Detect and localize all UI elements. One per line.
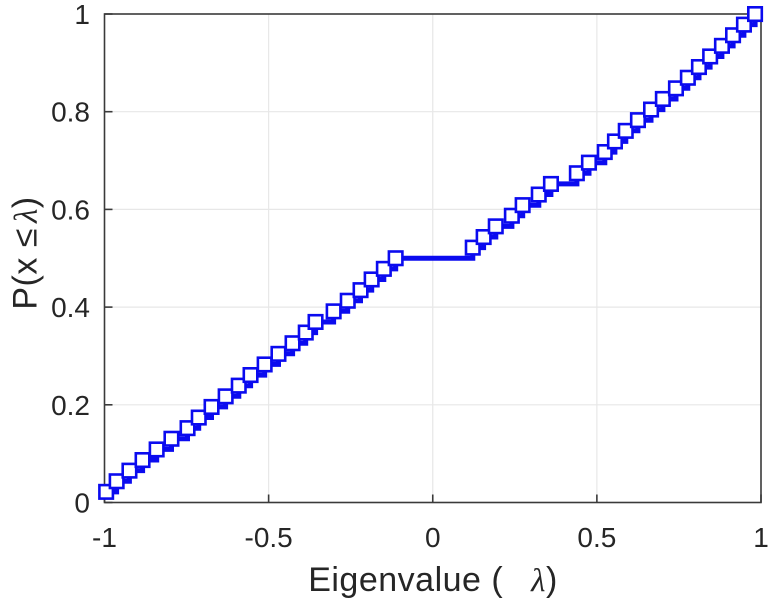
- x-tick-label: -0.5: [245, 522, 293, 553]
- data-point-marker: [163, 430, 180, 447]
- data-point-marker: [363, 271, 380, 288]
- y-axis-label-close: ): [6, 196, 45, 209]
- data-point-marker: [148, 441, 165, 458]
- data-point-marker: [580, 154, 598, 171]
- axis-ticks: [103, 13, 762, 504]
- x-tick-label: 0: [425, 522, 441, 553]
- data-point-marker: [121, 462, 138, 479]
- y-tick-label: 1: [74, 0, 90, 30]
- y-tick-label: 0.2: [51, 390, 90, 421]
- lambda-symbol: λ: [531, 563, 546, 599]
- x-axis-label: Eigenvalue ( λ): [308, 561, 558, 600]
- data-point-marker: [629, 112, 647, 129]
- x-tick-label: 1: [753, 522, 768, 553]
- data-point-marker: [375, 260, 392, 277]
- data-point-marker: [190, 409, 207, 426]
- data-point-marker: [617, 122, 634, 139]
- data-point-marker: [339, 292, 356, 309]
- x-tick-label: 0.5: [577, 522, 616, 553]
- y-axis-label-text: P(x ≤: [6, 228, 45, 310]
- data-point-marker: [542, 175, 560, 192]
- data-point-marker: [387, 250, 404, 267]
- tick-labels: -1 -0.5 0 0.5 1 0 0.2 0.4 0.6 0.8 1: [51, 0, 768, 553]
- data-point-marker: [530, 186, 547, 203]
- y-axis-label: P(x ≤ λ): [7, 196, 46, 309]
- data-point-marker: [217, 388, 234, 405]
- data-point-marker: [746, 6, 764, 23]
- y-tick-label: 0.4: [51, 292, 90, 323]
- y-tick-label: 0.8: [51, 97, 90, 128]
- data-point-marker: [667, 80, 685, 97]
- data-point-marker: [307, 313, 324, 331]
- data-point-marker: [256, 356, 273, 373]
- data-point-marker: [702, 48, 719, 65]
- data-point-marker: [514, 197, 531, 214]
- data-point-marker: [568, 165, 585, 182]
- y-tick-label: 0: [74, 488, 90, 519]
- x-tick-label: -1: [92, 522, 117, 553]
- data-point-marker: [134, 451, 151, 469]
- data-point-marker: [242, 366, 259, 384]
- data-point-marker: [654, 90, 671, 107]
- data-point-marker: [642, 101, 660, 118]
- data-point-marker: [230, 377, 247, 394]
- x-axis-label-text: Eigenvalue (: [308, 561, 514, 599]
- data-point-marker: [270, 345, 287, 362]
- data-point-markers: [98, 6, 764, 500]
- data-point-marker: [487, 218, 504, 235]
- x-axis-label-close: ): [545, 561, 558, 599]
- data-point-marker: [203, 398, 220, 416]
- lambda-symbol: λ: [8, 208, 45, 224]
- y-tick-label: 0.6: [51, 194, 90, 225]
- data-point-marker: [284, 335, 301, 352]
- data-point-marker: [325, 303, 342, 320]
- data-point-marker: [108, 473, 125, 490]
- data-point-marker: [475, 229, 492, 246]
